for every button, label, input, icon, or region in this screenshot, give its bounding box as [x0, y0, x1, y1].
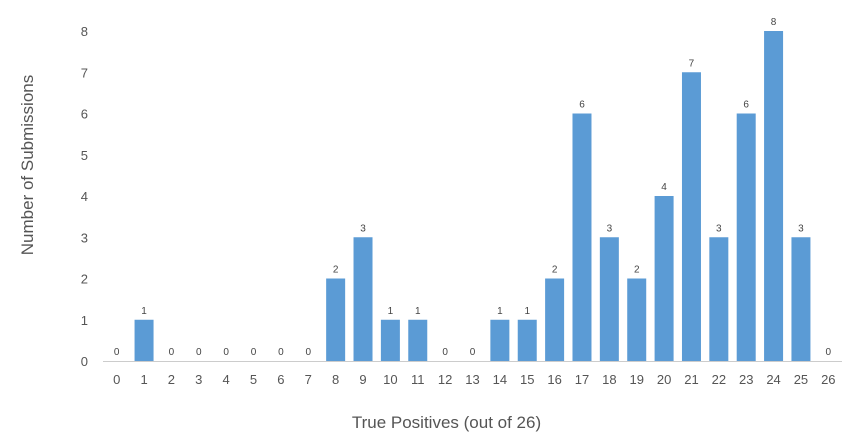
data-label: 1 [497, 306, 503, 317]
x-tick-label: 17 [575, 372, 589, 387]
bar [654, 196, 674, 361]
data-label: 0 [826, 347, 832, 358]
data-label: 3 [798, 223, 804, 234]
bar [545, 278, 565, 361]
data-label: 0 [442, 347, 448, 358]
x-tick-label: 11 [411, 372, 425, 387]
data-label: 0 [470, 347, 476, 358]
y-tick-label: 0 [81, 354, 88, 369]
bar [764, 31, 784, 361]
bar [326, 278, 346, 361]
x-tick-label: 19 [629, 372, 643, 387]
y-tick-label: 7 [81, 65, 88, 80]
bar [517, 319, 537, 361]
y-tick-label: 4 [81, 189, 88, 204]
bar [627, 278, 647, 361]
x-tick-label: 24 [766, 372, 780, 387]
x-tick-label: 10 [383, 372, 397, 387]
data-label: 6 [579, 100, 585, 111]
x-tick-label: 14 [493, 372, 507, 387]
x-tick-label: 26 [821, 372, 835, 387]
x-tick-label: 1 [140, 372, 147, 387]
bar [791, 237, 811, 361]
data-label: 1 [388, 306, 394, 317]
x-tick-label: 8 [332, 372, 339, 387]
bar [353, 237, 373, 361]
y-tick-label: 6 [81, 107, 88, 122]
x-tick-label: 13 [465, 372, 479, 387]
bar [709, 237, 729, 361]
data-label: 8 [771, 17, 777, 28]
bar [736, 113, 756, 361]
y-tick-label: 8 [81, 24, 88, 39]
x-axis-title: True Positives (out of 26) [352, 413, 541, 432]
data-label: 0 [114, 347, 120, 358]
bar [681, 72, 701, 361]
data-label: 3 [360, 223, 366, 234]
y-tick-label: 3 [81, 230, 88, 245]
y-axis-ticks: 0 1 2 3 4 5 6 7 8 [81, 24, 88, 369]
data-labels: 0 1 0 0 0 0 0 0 2 3 1 1 0 0 1 1 2 6 3 2 4 7 3 6 8 3 0 [114, 17, 832, 358]
x-axis-ticks: 0 1 2 3 4 5 6 7 8 9 10 11 12 13 14 15 16 17 18 19 20 21 22 23 24… [113, 372, 835, 387]
bar [572, 113, 592, 361]
data-label: 6 [743, 100, 749, 111]
x-tick-label: 5 [250, 372, 257, 387]
x-tick-label: 20 [657, 372, 671, 387]
x-tick-label: 7 [305, 372, 312, 387]
data-label: 7 [689, 58, 695, 69]
bars [134, 31, 811, 361]
data-label: 2 [333, 265, 339, 276]
x-tick-label: 18 [602, 372, 616, 387]
data-label: 4 [661, 182, 667, 193]
data-label: 1 [524, 306, 530, 317]
y-tick-label: 1 [81, 313, 88, 328]
bar [599, 237, 619, 361]
data-label: 0 [223, 347, 229, 358]
x-tick-label: 21 [684, 372, 698, 387]
data-label: 0 [251, 347, 257, 358]
data-label: 0 [278, 347, 284, 358]
x-tick-label: 2 [168, 372, 175, 387]
y-tick-label: 5 [81, 148, 88, 163]
y-axis-title: Number of Submissions [18, 75, 37, 255]
x-tick-label: 15 [520, 372, 534, 387]
x-tick-label: 25 [794, 372, 808, 387]
bar [380, 319, 400, 361]
x-tick-label: 12 [438, 372, 452, 387]
x-tick-label: 22 [712, 372, 726, 387]
x-tick-label: 0 [113, 372, 120, 387]
data-label: 1 [141, 306, 147, 317]
data-label: 0 [305, 347, 311, 358]
data-label: 0 [196, 347, 202, 358]
data-label: 1 [415, 306, 421, 317]
y-tick-label: 2 [81, 272, 88, 287]
x-tick-label: 16 [547, 372, 561, 387]
x-tick-label: 23 [739, 372, 753, 387]
x-tick-label: 9 [359, 372, 366, 387]
data-label: 3 [607, 223, 613, 234]
bar [134, 319, 154, 361]
data-label: 3 [716, 223, 722, 234]
x-tick-label: 4 [223, 372, 230, 387]
bar [408, 319, 428, 361]
data-label: 2 [634, 265, 640, 276]
data-label: 0 [169, 347, 175, 358]
x-tick-label: 3 [195, 372, 202, 387]
data-label: 2 [552, 265, 558, 276]
bar [490, 319, 510, 361]
x-tick-label: 6 [277, 372, 284, 387]
